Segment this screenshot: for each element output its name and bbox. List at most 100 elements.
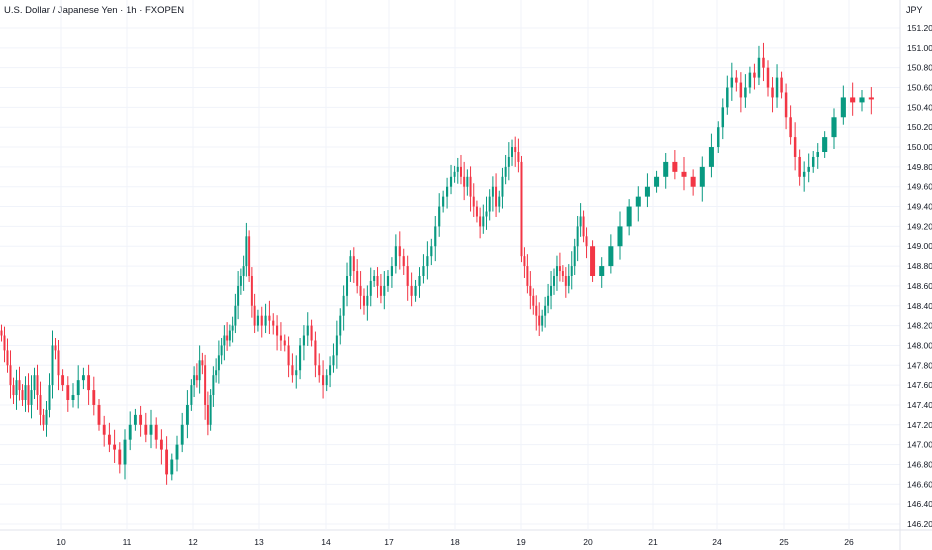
candle-up: [744, 87, 747, 98]
candle-up: [215, 370, 218, 376]
candle-up: [550, 285, 553, 296]
candle-down: [6, 350, 9, 366]
candle-up: [567, 276, 570, 286]
candle-down: [201, 360, 204, 366]
candle-up: [48, 385, 51, 410]
candle-up: [541, 315, 544, 326]
candle-down: [868, 97, 874, 100]
candle-up: [394, 246, 397, 267]
candle-down: [0, 330, 3, 336]
candle-up: [501, 176, 504, 197]
candle-up: [816, 152, 819, 157]
candle-down: [410, 285, 413, 296]
candle-up: [507, 156, 510, 167]
candle-up: [349, 256, 352, 276]
candle-up: [342, 295, 345, 316]
candle-down: [314, 340, 317, 366]
candle-down: [475, 206, 478, 217]
y-tick-label: 147.800: [907, 360, 932, 370]
candle-down: [379, 285, 382, 296]
candle-down: [771, 87, 774, 98]
candle-down: [469, 176, 472, 197]
candle-down: [12, 385, 15, 396]
candle-up: [654, 176, 660, 187]
candle-up: [414, 285, 417, 296]
candle-down: [398, 246, 401, 257]
candle-up: [430, 246, 433, 257]
candle-up: [390, 266, 393, 276]
candle-up: [346, 276, 349, 296]
candle-up: [482, 216, 485, 227]
candle-up: [599, 266, 605, 276]
candle-down: [92, 390, 96, 405]
candle-up: [422, 266, 425, 276]
candle-up: [128, 424, 132, 440]
candle-down: [107, 434, 111, 445]
y-tick-label: 148.600: [907, 281, 932, 291]
candle-up: [190, 385, 193, 405]
candle-up: [383, 285, 386, 296]
candle-up: [699, 166, 705, 187]
y-tick-label: 149.200: [907, 221, 932, 231]
candle-down: [766, 67, 770, 88]
candle-down: [226, 335, 229, 341]
candle-down: [204, 365, 207, 405]
candle-down: [352, 256, 355, 272]
candle-up: [811, 156, 815, 167]
candle-up: [453, 171, 456, 177]
candle-up: [339, 315, 342, 336]
candle-up: [438, 206, 441, 227]
candle-down: [479, 216, 482, 227]
candle-down: [582, 216, 585, 237]
candle-up: [807, 166, 810, 172]
candle-up: [366, 295, 369, 306]
candle-down: [376, 276, 379, 286]
y-tick-label: 147.400: [907, 400, 932, 410]
x-tick-label: 20: [583, 537, 593, 547]
candle-up: [840, 97, 846, 118]
candle-down: [739, 82, 743, 98]
candle-up: [485, 211, 488, 217]
candle-down: [283, 340, 286, 346]
candle-down: [538, 315, 541, 326]
candle-down: [564, 276, 567, 286]
y-tick-label: 150.800: [907, 63, 932, 73]
candle-up: [133, 414, 137, 425]
candle-down: [253, 305, 256, 326]
candle-down: [798, 156, 801, 177]
y-tick-label: 149.400: [907, 202, 932, 212]
candle-down: [789, 117, 792, 138]
x-tick-label: 24: [712, 537, 722, 547]
candle-down: [272, 320, 275, 326]
candle-up: [231, 325, 234, 331]
candle-up: [15, 380, 18, 396]
candle-up: [45, 409, 48, 425]
candle-down: [681, 171, 687, 177]
y-tick-label: 146.800: [907, 459, 932, 469]
candle-down: [310, 325, 313, 341]
candle-up: [223, 335, 226, 346]
candle-down: [356, 271, 359, 286]
candle-down: [97, 404, 101, 425]
candle-up: [617, 226, 623, 247]
candle-down: [535, 305, 538, 316]
candle-up: [234, 305, 237, 326]
candle-up: [547, 295, 550, 306]
candle-down: [532, 295, 535, 306]
candle-down: [459, 166, 462, 177]
candle-up: [302, 335, 305, 346]
candle-up: [822, 137, 828, 152]
y-tick-label: 151.000: [907, 43, 932, 53]
candle-down: [517, 152, 520, 162]
candle-down: [87, 375, 91, 391]
candle-down: [322, 375, 325, 386]
candle-down: [287, 345, 290, 366]
candle-down: [753, 72, 756, 78]
candle-down: [672, 161, 678, 172]
candle-up: [228, 330, 231, 341]
candle-up: [544, 305, 547, 316]
candle-up: [76, 380, 80, 396]
y-tick-label: 148.400: [907, 301, 932, 311]
candle-down: [66, 385, 70, 400]
